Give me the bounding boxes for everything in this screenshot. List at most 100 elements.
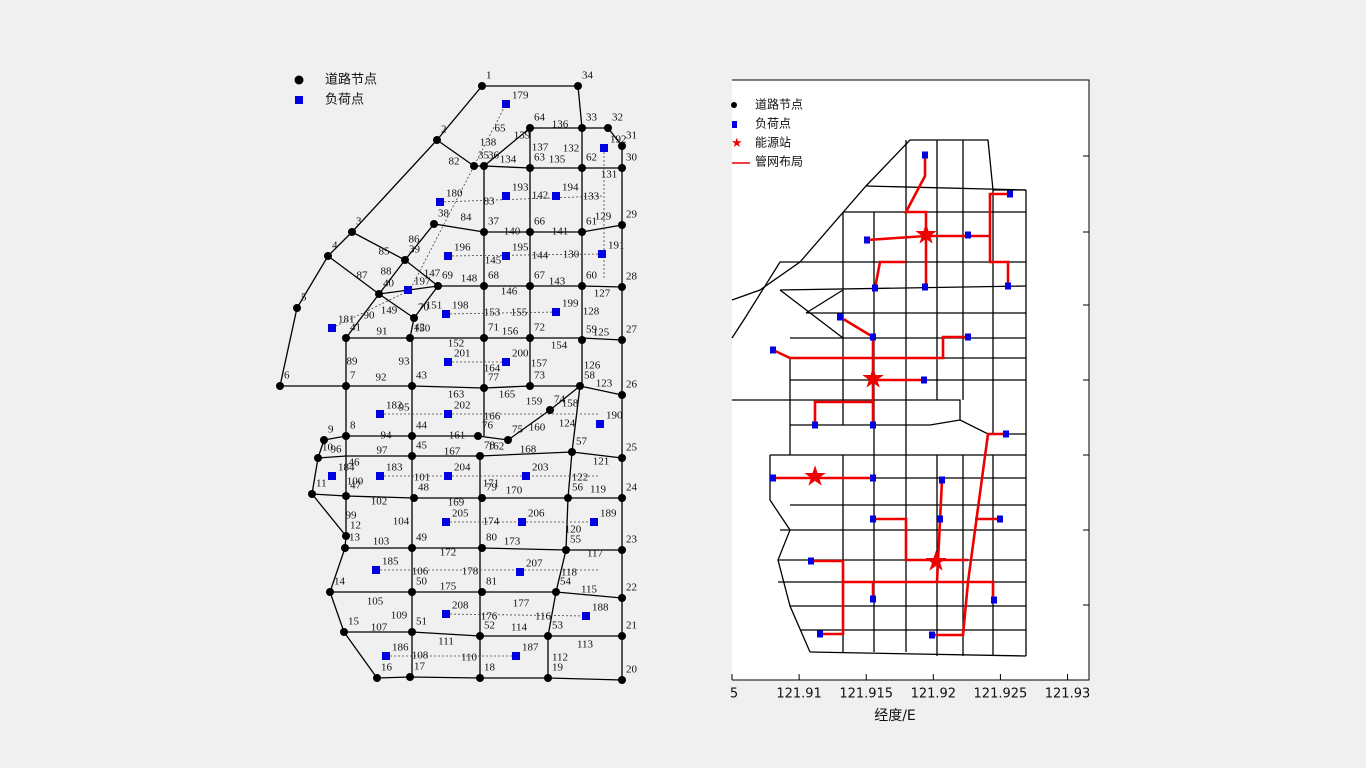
edge-label: 116 [535,611,552,623]
road-node [546,406,554,414]
road-node [618,676,626,684]
energy-station: ★ [923,546,948,577]
edge-label: 118 [561,567,578,579]
load-label: 184 [338,462,355,474]
road [317,451,623,459]
load-point [598,250,606,258]
load-point [502,100,510,108]
road-node [578,124,586,132]
edge-label: 102 [371,496,388,508]
load-point [382,652,390,660]
road-node [618,336,626,344]
pipe [843,580,995,600]
edge-label: 82 [449,156,460,168]
road-node [474,432,482,440]
road-node [342,334,350,342]
node-label: 36 [488,150,500,162]
edge-label: 142 [532,190,549,202]
edge-label: 161 [449,430,466,442]
road-node [408,452,416,460]
node-label: 45 [416,440,428,452]
load-label: 198 [452,300,469,312]
node-label: 19 [552,662,564,674]
edge-label: 136 [552,119,569,131]
load-label: 183 [386,462,403,474]
node-label: 32 [612,112,623,124]
node-label: 41 [350,322,361,334]
load-point [929,631,935,639]
road-node [320,436,328,444]
node-label: 55 [570,534,582,546]
load-label: 188 [592,602,609,614]
node-label: 63 [534,152,546,164]
node-label: 14 [334,576,346,588]
node-label: 8 [350,420,356,432]
road-node [562,546,570,554]
load-point [582,612,590,620]
load-point [812,421,818,429]
node-label: 73 [534,370,546,382]
load-link [331,103,507,329]
edge-label: 125 [593,327,610,339]
load-point [552,192,560,200]
load-label: 192 [610,134,627,146]
road-node [408,432,416,440]
road-node [408,588,416,596]
load-point [502,358,510,366]
node-label: 62 [586,152,597,164]
x-tick-label: 121.91 [776,687,822,702]
road-node [480,334,488,342]
load-label: 194 [562,182,579,194]
road-node [314,454,322,462]
edge-label: 148 [461,273,478,285]
load-point [870,515,876,523]
edge-label: 46 [349,457,361,469]
node-label: 26 [626,379,638,391]
road-node [618,594,626,602]
road [779,285,1027,291]
road-node [578,282,586,290]
load-label: 185 [382,556,399,568]
x-axis-label: 经度/E [874,708,916,724]
node-label: 10 [322,442,334,454]
road-node [433,136,441,144]
edge-label: 178 [462,566,479,578]
node-label: 47 [350,480,362,492]
load-point [808,557,814,565]
edge-label: 103 [373,536,390,548]
edge-label: 172 [440,547,457,559]
road-node [552,588,560,596]
road-node [470,162,478,170]
edge-label: 111 [438,636,454,648]
road-node [478,544,486,552]
load-point [870,474,876,482]
load-label: 191 [608,240,625,252]
load-point [522,472,530,480]
load-label: 204 [454,462,471,474]
node-label: 23 [626,534,638,546]
road-node [480,384,488,392]
pipe [988,236,1010,286]
load-point [965,231,971,239]
edge-label: 153 [484,307,501,319]
edge-label: 94 [381,430,393,442]
road-node [578,164,586,172]
edge-label: 166 [484,411,501,423]
node-label: 74 [554,394,566,406]
road-node [348,228,356,236]
edge-label: 108 [412,650,429,662]
road-node [478,494,486,502]
node-label: 11 [316,478,327,490]
road [805,289,844,314]
edge-label: 146 [501,286,518,298]
legend-label: 管网布局 [755,154,803,169]
edge-label: 133 [583,191,600,203]
load-point [502,252,510,260]
energy-station: ★ [860,363,885,394]
road-node [342,432,350,440]
edge-label: 134 [500,154,517,166]
edge-label: 159 [526,396,543,408]
load-point [328,324,336,332]
